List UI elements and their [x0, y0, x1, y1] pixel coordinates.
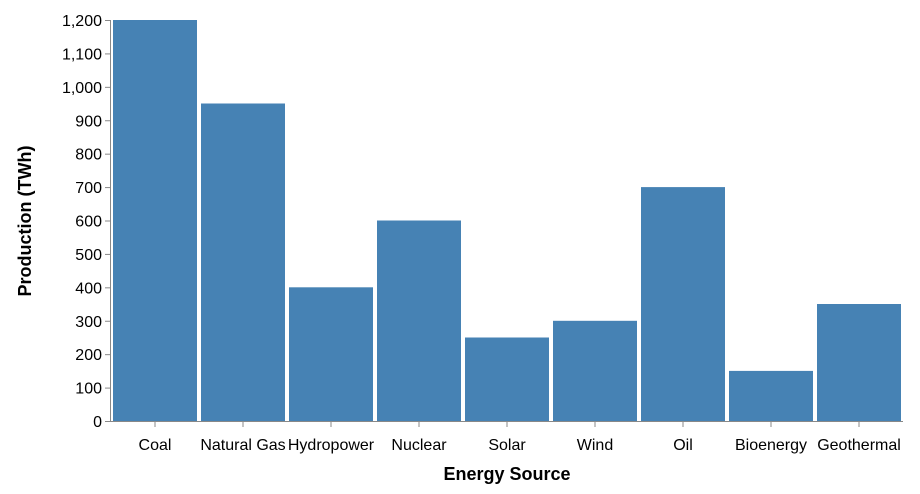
bar-oil — [641, 187, 725, 421]
y-tick-label: 1,100 — [62, 46, 102, 63]
bar-natural-gas — [201, 103, 285, 421]
x-tick-label: Hydropower — [288, 437, 375, 454]
y-tick-label: 1,200 — [62, 13, 102, 30]
bar-solar — [465, 337, 549, 421]
x-axis: Coal Natural Gas Hydropower Nuclear Solar Win… — [110, 421, 903, 454]
bar-hydropower — [289, 287, 373, 421]
x-tick-label: Solar — [488, 437, 526, 454]
y-tick-label: 600 — [75, 214, 102, 231]
x-tick-label: Coal — [139, 437, 172, 454]
y-tick-label: 200 — [75, 347, 102, 364]
y-tick-label: 0 — [93, 414, 102, 431]
x-tick-label: Geothermal — [817, 437, 901, 454]
x-tick-label: Natural Gas — [200, 437, 285, 454]
y-tick-label: 1,000 — [62, 80, 102, 97]
y-tick-label: 700 — [75, 180, 102, 197]
x-tick-label: Nuclear — [391, 437, 447, 454]
y-tick-label: 300 — [75, 314, 102, 331]
bar-coal — [113, 20, 197, 421]
y-tick-label: 400 — [75, 280, 102, 297]
bar-geothermal — [817, 304, 901, 421]
bar-nuclear — [377, 220, 461, 421]
x-tick-label: Oil — [673, 437, 693, 454]
x-tick-label: Wind — [577, 437, 613, 454]
bar-bioenergy — [729, 370, 813, 421]
y-tick-label: 100 — [75, 381, 102, 398]
x-axis-title: Energy Source — [443, 464, 570, 484]
y-axis-title: Production (TWh) — [15, 146, 35, 297]
y-tick-label: 500 — [75, 247, 102, 264]
x-tick-label: Bioenergy — [735, 437, 807, 454]
bars-group — [113, 20, 901, 422]
y-axis: 0 100 200 300 400 500 600 700 800 900 1,000 1,100 1,… — [62, 13, 111, 431]
y-tick-label: 800 — [75, 147, 102, 164]
bar-wind — [553, 320, 637, 422]
y-tick-label: 900 — [75, 113, 102, 130]
